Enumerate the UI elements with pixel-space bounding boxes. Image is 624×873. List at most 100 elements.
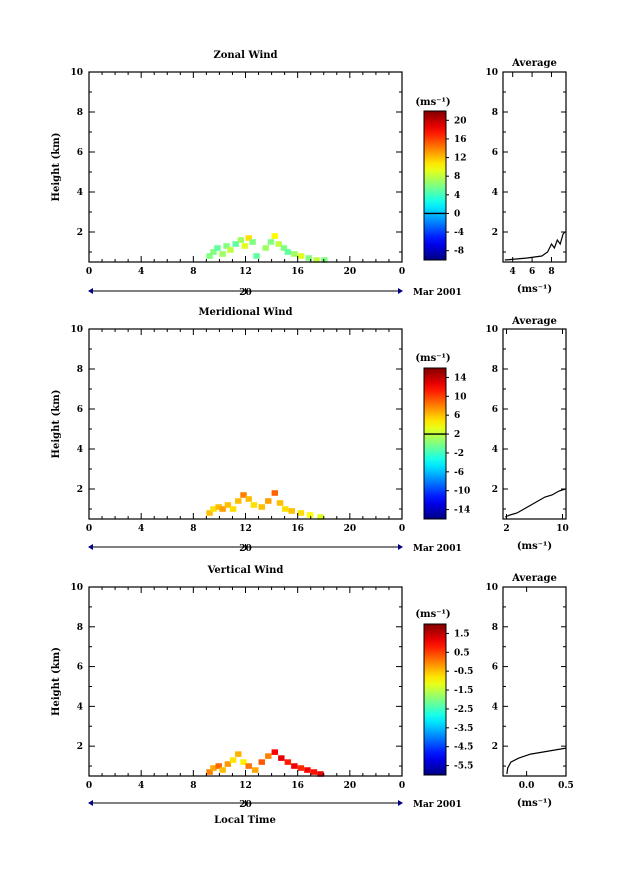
average-y-tick-label: 8 bbox=[492, 108, 498, 118]
colorbar-unit-label: (ms⁻¹) bbox=[415, 609, 450, 620]
colorbar-gradient bbox=[423, 110, 447, 261]
heatmap-cell bbox=[245, 235, 252, 241]
average-x-axis-label: (ms⁻¹) bbox=[517, 284, 552, 295]
average-y-tick-label: 6 bbox=[492, 663, 498, 673]
average-profile: Average 2 4 6 8 10 2 10 (ms⁻¹) bbox=[485, 316, 568, 552]
x-tick-label: 20 bbox=[344, 781, 357, 791]
y-tick-label: 4 bbox=[77, 445, 83, 455]
colorbar-tick-label: 2 bbox=[454, 430, 460, 440]
heatmap-cells bbox=[206, 233, 328, 263]
x-tick-label: 20 bbox=[344, 267, 357, 277]
colorbar-tick-label: 12 bbox=[454, 154, 467, 164]
heatmap-cell bbox=[235, 498, 242, 504]
average-y-tick-label: 4 bbox=[492, 188, 498, 198]
x-tick-label: 16 bbox=[291, 267, 304, 277]
heatmap-cell bbox=[275, 241, 282, 247]
average-y-tick-label: 10 bbox=[485, 325, 498, 335]
heatmap-cell bbox=[297, 253, 305, 259]
x-tick-label: 0 bbox=[399, 781, 405, 791]
day-label: 20 bbox=[239, 288, 252, 298]
heatmap-cell bbox=[240, 759, 247, 765]
date-axis-start-marker bbox=[88, 544, 93, 550]
average-x-axis-label: (ms⁻¹) bbox=[517, 541, 552, 552]
colorbar-tick-label: 10 bbox=[454, 392, 467, 402]
x-tick-label: 12 bbox=[239, 267, 252, 277]
heatmap-cell bbox=[317, 771, 324, 777]
y-tick-label: 2 bbox=[77, 742, 83, 752]
heatmap-cell bbox=[258, 759, 265, 765]
x-tick-label: 4 bbox=[138, 267, 144, 277]
y-axis-label: Height (km) bbox=[51, 647, 62, 716]
x-axis-label: Local Time bbox=[214, 815, 276, 826]
date-label: Mar 2001 bbox=[413, 800, 462, 810]
colorbar: 20 16 12 8 4 0 -4 -8 (ms⁻¹) bbox=[415, 97, 467, 261]
colorbar-tick-label: -4.5 bbox=[454, 743, 473, 753]
average-title: Average bbox=[511, 573, 557, 584]
heatmap-cell bbox=[241, 243, 249, 249]
average-profile: Average 2 4 6 8 10 0.0 0.5 (ms⁻¹) bbox=[485, 573, 573, 809]
colorbar-tick-label: 14 bbox=[454, 373, 467, 383]
panel-title: Meridional Wind bbox=[198, 307, 292, 318]
y-tick-label: 6 bbox=[77, 148, 83, 158]
average-y-tick-label: 8 bbox=[492, 365, 498, 375]
plot-frame bbox=[88, 328, 403, 520]
average-y-tick-label: 4 bbox=[492, 445, 498, 455]
heatmap-cell bbox=[282, 506, 289, 512]
y-tick-label: 6 bbox=[77, 663, 83, 673]
average-x-tick-label: 0.0 bbox=[519, 781, 535, 791]
y-tick-label: 8 bbox=[77, 365, 83, 375]
colorbar-tick-label: -0.5 bbox=[454, 667, 473, 677]
y-tick-label: 8 bbox=[77, 623, 83, 633]
y-tick-label: 2 bbox=[77, 228, 83, 238]
average-y-tick-label: 8 bbox=[492, 623, 498, 633]
heatmap-cell bbox=[210, 249, 217, 255]
y-tick-label: 8 bbox=[77, 108, 83, 118]
y-axis-label: Height (km) bbox=[51, 390, 62, 459]
average-y-tick-label: 10 bbox=[485, 68, 498, 78]
date-axis-end-marker bbox=[398, 544, 403, 550]
average-frame bbox=[502, 328, 567, 520]
colorbar-gradient bbox=[423, 367, 447, 520]
heatmap-cell bbox=[253, 253, 260, 259]
heatmap-cell bbox=[210, 765, 217, 771]
heatmap-cell bbox=[297, 765, 305, 771]
heatmap-cell bbox=[313, 257, 320, 263]
heatmap-cell bbox=[219, 506, 226, 512]
heatmap-cell bbox=[229, 506, 237, 512]
heatmap-cell bbox=[265, 498, 272, 504]
x-tick-label: 0 bbox=[86, 781, 92, 791]
heatmap-cell bbox=[291, 763, 298, 769]
heatmap-cell bbox=[304, 767, 311, 773]
colorbar-tick-label: 0.5 bbox=[454, 648, 470, 658]
heatmap-cell bbox=[291, 251, 298, 257]
average-y-tick-label: 6 bbox=[492, 148, 498, 158]
heatmap-cell bbox=[276, 500, 284, 506]
heatmap-cell bbox=[249, 239, 256, 245]
heatmap-cell bbox=[271, 490, 279, 496]
date-axis-start-marker bbox=[88, 288, 93, 294]
average-x-tick-label: 6 bbox=[529, 267, 535, 277]
x-tick-label: 12 bbox=[239, 524, 252, 534]
heatmap-cell bbox=[215, 504, 222, 510]
heatmap-cell bbox=[278, 755, 285, 761]
colorbar-tick-label: -4 bbox=[454, 228, 464, 238]
day-label: 20 bbox=[239, 800, 252, 810]
heatmap-cell bbox=[317, 514, 324, 520]
heatmap-cell bbox=[284, 249, 292, 255]
average-frame bbox=[502, 71, 567, 263]
colorbar-tick-label: -14 bbox=[454, 506, 470, 516]
date-label: Mar 2001 bbox=[413, 544, 462, 554]
y-tick-label: 10 bbox=[70, 325, 83, 335]
average-x-tick-label: 0.5 bbox=[558, 781, 574, 791]
colorbar-tick-label: 16 bbox=[454, 135, 467, 145]
colorbar-tick-label: 4 bbox=[454, 191, 460, 201]
heatmap-cell bbox=[288, 508, 295, 514]
heatmap-cell bbox=[214, 245, 221, 251]
average-x-axis-label: (ms⁻¹) bbox=[517, 798, 552, 809]
average-y-tick-label: 2 bbox=[492, 228, 498, 238]
x-tick-label: 0 bbox=[86, 524, 92, 534]
heatmap-cell bbox=[271, 233, 279, 239]
